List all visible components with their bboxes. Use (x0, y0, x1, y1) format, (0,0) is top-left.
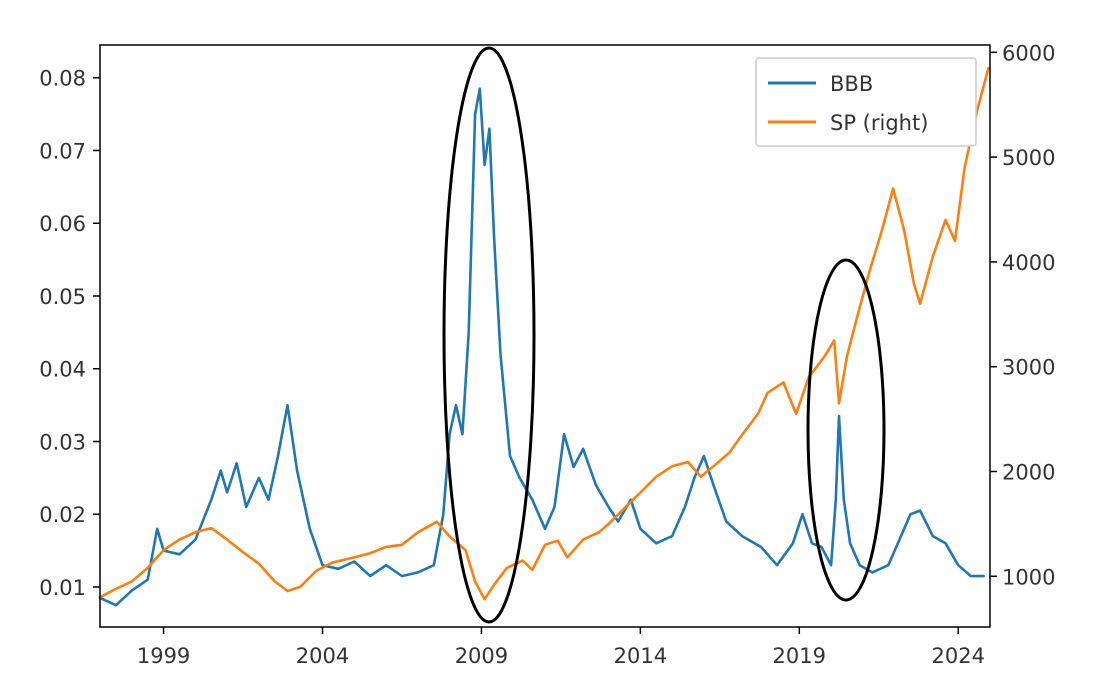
y-left-tick-label: 0.04 (39, 358, 86, 382)
series-line-sp (98, 66, 990, 601)
plot-lines (98, 66, 990, 607)
x-tick-label: 2014 (614, 644, 667, 668)
series-line-bbb (98, 87, 985, 607)
y-right-tick-label: 2000 (1002, 460, 1055, 484)
legend-label-sp: SP (right) (830, 111, 928, 135)
x-tick-label: 2024 (931, 644, 984, 668)
x-tick-label: 2004 (296, 644, 349, 668)
highlight-ellipse-2020 (806, 258, 886, 602)
y-left-tick-label: 0.02 (39, 503, 86, 527)
x-tick-label: 2009 (455, 644, 508, 668)
y-right-tick-label: 5000 (1002, 146, 1055, 170)
legend: BBB SP (right) (755, 57, 977, 147)
plot-frame (99, 44, 991, 628)
y-left-tick-label: 0.01 (39, 576, 86, 600)
legend-box (755, 57, 977, 147)
annotations (442, 46, 886, 624)
y-left-tick-label: 0.05 (39, 285, 86, 309)
y-right-tick-label: 3000 (1002, 356, 1055, 380)
y-right-tick-label: 4000 (1002, 251, 1055, 275)
legend-label-bbb: BBB (830, 72, 873, 96)
y-left-tick-label: 0.06 (39, 212, 86, 236)
x-tick-label: 1999 (137, 644, 190, 668)
axis-ticks: 1999 2004 2009 2014 2019 2024 0.01 0.02 0.03 0.04… (39, 41, 1055, 668)
y-left-tick-label: 0.07 (39, 139, 86, 163)
y-right-tick-label: 1000 (1002, 565, 1055, 589)
highlight-ellipse-2009 (442, 46, 536, 624)
y-right-tick-label: 6000 (1002, 41, 1055, 65)
y-left-tick-label: 0.08 (39, 67, 86, 91)
x-tick-label: 2019 (773, 644, 826, 668)
y-left-tick-label: 0.03 (39, 430, 86, 454)
